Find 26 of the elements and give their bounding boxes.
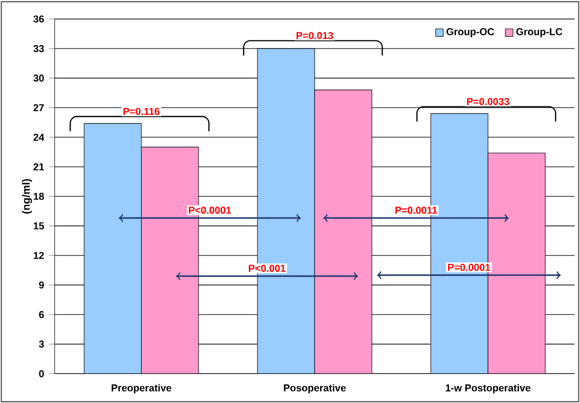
y-tick-label: 9 xyxy=(39,281,44,289)
y-tick-label: 6 xyxy=(39,311,44,318)
legend-label: Group-OC xyxy=(446,28,494,38)
x-tick-label: Preoperative xyxy=(112,384,172,394)
annotation: P<0.0001 xyxy=(188,206,232,214)
x-tick-label: Posoperative xyxy=(284,384,346,394)
y-tick-label: 15 xyxy=(34,222,44,230)
y-tick-label: 3 xyxy=(38,340,44,348)
annotation: P=0.0011 xyxy=(395,206,438,214)
x-tick-label: 1-w Postoperative xyxy=(446,384,530,394)
legend-label: Group-LC xyxy=(516,28,562,38)
annotation: P=0.013 xyxy=(296,32,334,40)
y-tick-label: 33 xyxy=(33,45,44,52)
annotation: P<0.001 xyxy=(248,264,286,272)
y-tick-label: 0 xyxy=(39,370,44,378)
y-tick-label: 24 xyxy=(34,134,44,141)
y-tick-label: 36 xyxy=(33,15,44,23)
y-tick-label: 21 xyxy=(34,163,44,170)
y-axis-title: (ng/ml) xyxy=(22,179,32,214)
annotation: P=0.116 xyxy=(124,108,160,115)
annotation: P=0.0033 xyxy=(467,98,510,106)
y-tick-label: 12 xyxy=(34,252,44,259)
y-tick-label: 30 xyxy=(33,74,44,82)
y-tick-label: 27 xyxy=(34,104,44,112)
annotation: P=0.0001 xyxy=(448,264,490,271)
y-tick-label: 18 xyxy=(34,192,44,200)
